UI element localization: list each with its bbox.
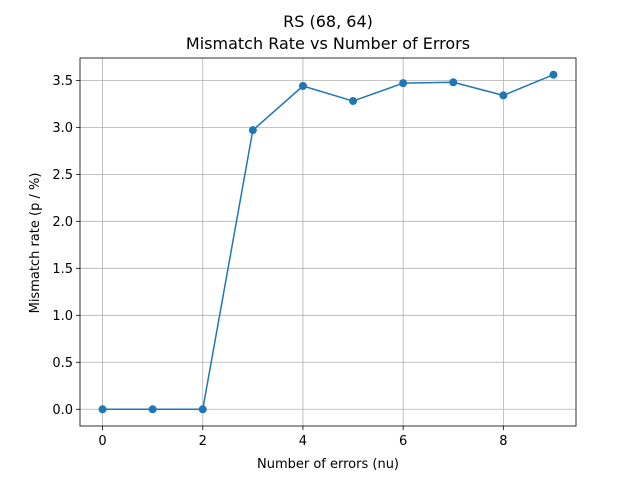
x-tick-label: 0 (98, 434, 106, 449)
x-axis-label: Number of errors (nu) (257, 457, 399, 472)
y-tick-label: 2.5 (52, 168, 73, 183)
data-point (449, 78, 458, 87)
y-tick-label: 3.5 (52, 74, 73, 89)
data-point (198, 405, 207, 414)
y-axis-label: Mismatch rate (p / %) (28, 173, 43, 314)
x-tick-label: 6 (399, 434, 407, 449)
plot-frame (79, 57, 577, 427)
x-axis-ticks: 0 2 4 6 8 (98, 426, 507, 449)
y-tick-label: 1.5 (52, 262, 73, 277)
chart-title-line1: RS (68, 64) (283, 12, 373, 31)
series-line (102, 74, 554, 411)
grid-lines (80, 58, 576, 426)
data-point (98, 405, 107, 414)
chart-title-line2: Mismatch Rate vs Number of Errors (186, 34, 470, 53)
data-point (549, 70, 558, 79)
data-point (499, 91, 508, 100)
x-tick-label: 2 (199, 434, 207, 449)
y-tick-label: 1.0 (52, 309, 73, 324)
x-tick-label: 8 (499, 434, 507, 449)
y-tick-label: 2.0 (52, 215, 73, 230)
data-point (349, 97, 358, 106)
y-tick-label: 3.0 (52, 121, 73, 136)
plot-border (79, 57, 577, 427)
data-point (248, 126, 257, 135)
y-tick-label: 0.0 (52, 403, 73, 418)
data-point (148, 405, 157, 414)
x-tick-label: 4 (299, 434, 307, 449)
y-tick-label: 0.5 (52, 356, 73, 371)
data-point (399, 79, 408, 88)
data-point (298, 82, 307, 91)
series-group (98, 70, 558, 414)
y-axis-ticks: 0.0 0.5 1.0 1.5 2.0 2.5 3.0 3.5 (52, 74, 80, 418)
